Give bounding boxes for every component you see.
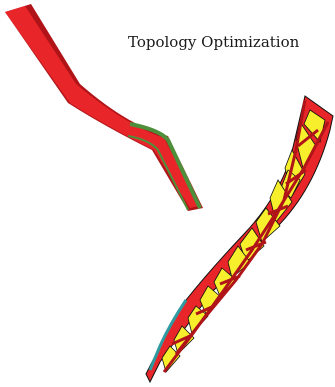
beam-green-edge [129,122,202,209]
optimized-teal-edge [148,299,188,371]
caption-text: Topology Optimization [128,33,300,51]
beam-green-edge-inner [127,135,189,211]
optimized-voids [161,109,326,373]
optimized-structure [145,95,334,384]
optimized-struts [162,99,330,373]
beam-top-face [5,6,199,208]
design-space-beam [5,4,203,211]
